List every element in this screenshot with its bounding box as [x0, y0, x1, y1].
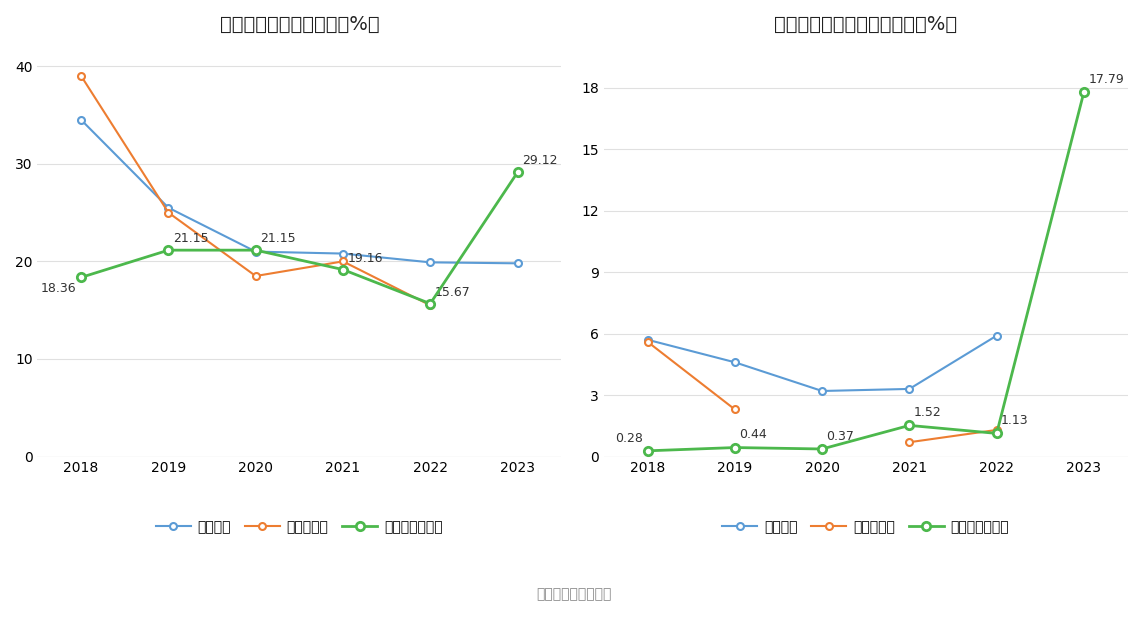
- Text: 17.79: 17.79: [1088, 73, 1124, 86]
- 行业均值: [336, 250, 350, 258]
- 行业均值: [424, 259, 437, 266]
- 行业均值: [75, 116, 88, 124]
- 公司资产负债率: [424, 300, 437, 308]
- 公司资产负债率: [75, 274, 88, 281]
- Title: 近年来有息资产负债率情况（%）: 近年来有息资产负债率情况（%）: [774, 15, 957, 34]
- Text: 15.67: 15.67: [435, 286, 471, 299]
- 行业均值: [249, 248, 263, 255]
- Line: 行业中位数: 行业中位数: [644, 339, 1000, 446]
- Line: 行业中位数: 行业中位数: [78, 72, 434, 309]
- 有息资产负债率: [728, 444, 742, 451]
- 有息资产负债率: [641, 447, 654, 454]
- Text: 21.15: 21.15: [261, 232, 296, 245]
- 行业中位数: [424, 301, 437, 309]
- Line: 有息资产负债率: 有息资产负债率: [643, 88, 1088, 455]
- 有息资产负债率: [815, 445, 829, 452]
- 行业均值: [641, 336, 654, 344]
- 行业中位数: [336, 258, 350, 265]
- Line: 行业均值: 行业均值: [78, 116, 521, 267]
- 行业均值: [511, 259, 525, 267]
- Text: 0.28: 0.28: [615, 431, 643, 444]
- 行业中位数: [728, 405, 742, 413]
- Line: 公司资产负债率: 公司资产负债率: [77, 168, 521, 308]
- 行业均值: [902, 385, 916, 392]
- 行业均值: [728, 358, 742, 366]
- 公司资产负债率: [336, 266, 350, 273]
- Text: 0.44: 0.44: [739, 428, 767, 441]
- Text: 29.12: 29.12: [522, 155, 558, 168]
- Title: 近年来资产负债率情况（%）: 近年来资产负债率情况（%）: [219, 15, 379, 34]
- Text: 18.36: 18.36: [41, 282, 77, 295]
- 行业中位数: [641, 338, 654, 345]
- 行业中位数: [162, 209, 176, 216]
- Text: 0.37: 0.37: [827, 430, 854, 443]
- 公司资产负债率: [162, 246, 176, 254]
- 行业中位数: [990, 426, 1003, 434]
- Line: 行业均值: 行业均值: [644, 332, 1000, 394]
- 公司资产负债率: [511, 168, 525, 176]
- Legend: 行业均值, 行业中位数, 有息资产负债率: 行业均值, 行业中位数, 有息资产负债率: [716, 514, 1015, 540]
- 有息资产负债率: [1077, 89, 1091, 96]
- 行业均值: [162, 204, 176, 212]
- 行业中位数: [902, 438, 916, 446]
- Text: 19.16: 19.16: [348, 252, 382, 265]
- 有息资产负债率: [990, 430, 1003, 437]
- Text: 21.15: 21.15: [172, 232, 209, 245]
- 公司资产负债率: [249, 246, 263, 254]
- Text: 数据来源：恒生聚源: 数据来源：恒生聚源: [536, 587, 612, 601]
- Legend: 行业均值, 行业中位数, 公司资产负债率: 行业均值, 行业中位数, 公司资产负债率: [150, 514, 448, 540]
- 行业中位数: [75, 72, 88, 80]
- Text: 1.52: 1.52: [914, 406, 941, 419]
- Text: 1.13: 1.13: [1001, 414, 1029, 427]
- 行业中位数: [249, 272, 263, 280]
- 行业均值: [815, 387, 829, 395]
- 有息资产负债率: [902, 422, 916, 429]
- 行业均值: [990, 332, 1003, 339]
